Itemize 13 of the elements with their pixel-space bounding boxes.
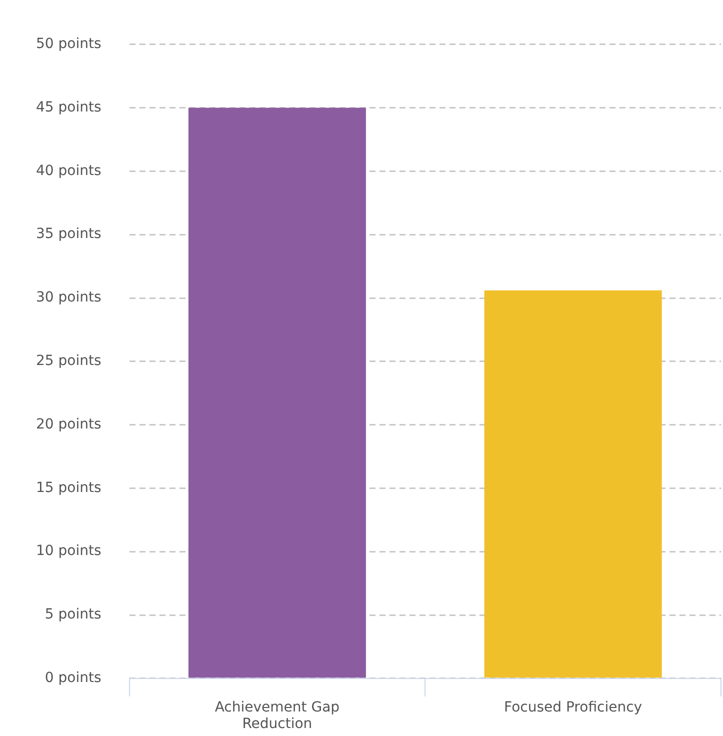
y-tick-label: 25 points bbox=[36, 353, 102, 370]
x-tick-label: Achievement Gap Reduction bbox=[214, 699, 340, 732]
x-tick-label: Focused Proficiency bbox=[504, 699, 642, 716]
y-tick-label: 30 points bbox=[36, 290, 102, 306]
y-tick-label: 15 points bbox=[36, 480, 102, 496]
y-tick-label: 50 points bbox=[36, 36, 102, 52]
y-tick-label: 45 points bbox=[36, 99, 102, 116]
y-tick-label: 20 points bbox=[36, 416, 102, 432]
y-tick-label: 10 points bbox=[36, 543, 102, 560]
y-tick-label: 40 points bbox=[36, 162, 102, 179]
y-tick-label: 35 points bbox=[36, 226, 102, 242]
y-tick-label: 0 points bbox=[44, 670, 102, 686]
y-tick-label: 5 points bbox=[44, 606, 102, 623]
